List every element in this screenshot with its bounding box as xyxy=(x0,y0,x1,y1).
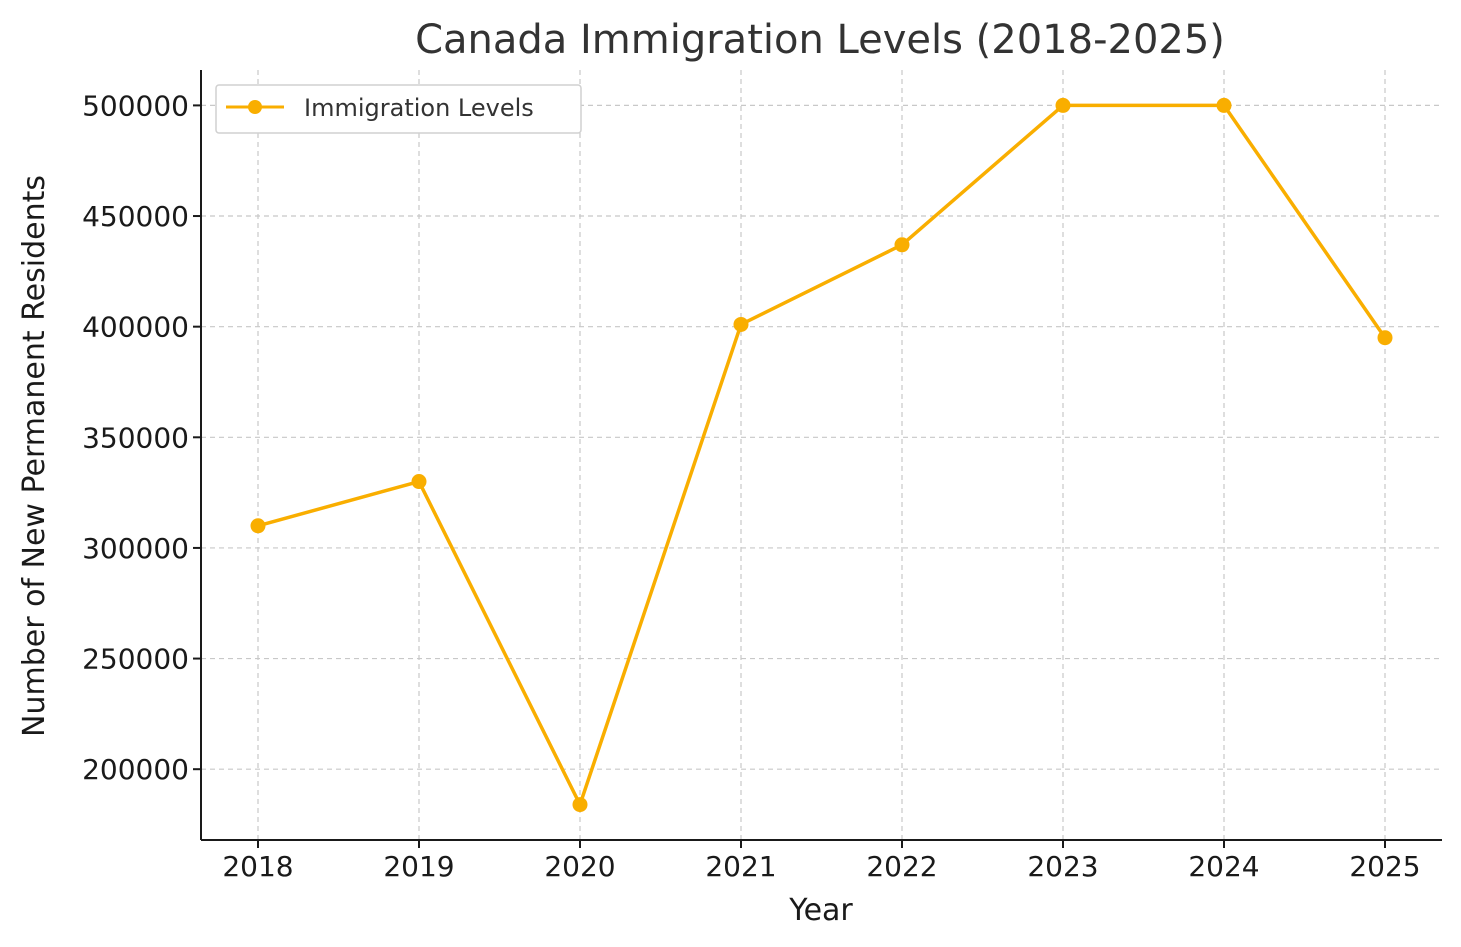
data-point xyxy=(894,237,910,253)
chart-title: Canada Immigration Levels (2018-2025) xyxy=(415,17,1225,63)
legend-label: Immigration Levels xyxy=(304,94,534,122)
x-tick-label: 2018 xyxy=(222,850,293,883)
grid-lines xyxy=(201,70,1442,840)
y-axis-ticks: 200000 250000 300000 350000 400000 450000 5000… xyxy=(82,89,201,786)
y-tick-label: 200000 xyxy=(82,753,189,786)
x-axis-ticks: 2018 2019 2020 2021 2022 2023 2024 2025 xyxy=(222,840,1421,883)
y-tick-label: 400000 xyxy=(82,311,189,344)
y-tick-label: 350000 xyxy=(82,421,189,454)
data-point xyxy=(250,518,266,534)
x-tick-label: 2020 xyxy=(544,850,615,883)
data-point xyxy=(1216,97,1232,113)
x-tick-label: 2023 xyxy=(1027,850,1098,883)
x-tick-label: 2021 xyxy=(705,850,776,883)
y-tick-label: 450000 xyxy=(82,200,189,233)
x-axis-label: Year xyxy=(788,893,853,928)
x-tick-label: 2022 xyxy=(866,850,937,883)
y-axis-label: Number of New Permanent Residents xyxy=(17,175,52,737)
data-point xyxy=(1055,97,1071,113)
x-tick-label: 2025 xyxy=(1349,850,1420,883)
data-point xyxy=(411,474,427,490)
x-tick-label: 2019 xyxy=(383,850,454,883)
legend: Immigration Levels xyxy=(215,84,582,134)
legend-marker-swatch xyxy=(248,100,262,114)
data-point xyxy=(1377,330,1393,346)
series-layer xyxy=(250,97,1393,813)
y-tick-label: 300000 xyxy=(82,532,189,565)
y-tick-label: 500000 xyxy=(82,89,189,122)
data-point xyxy=(733,316,749,332)
series-line xyxy=(257,103,1387,807)
x-tick-label: 2024 xyxy=(1188,850,1259,883)
legend-box xyxy=(215,84,582,134)
data-point xyxy=(572,797,588,813)
axes xyxy=(200,70,1442,841)
y-tick-label: 250000 xyxy=(82,643,189,676)
